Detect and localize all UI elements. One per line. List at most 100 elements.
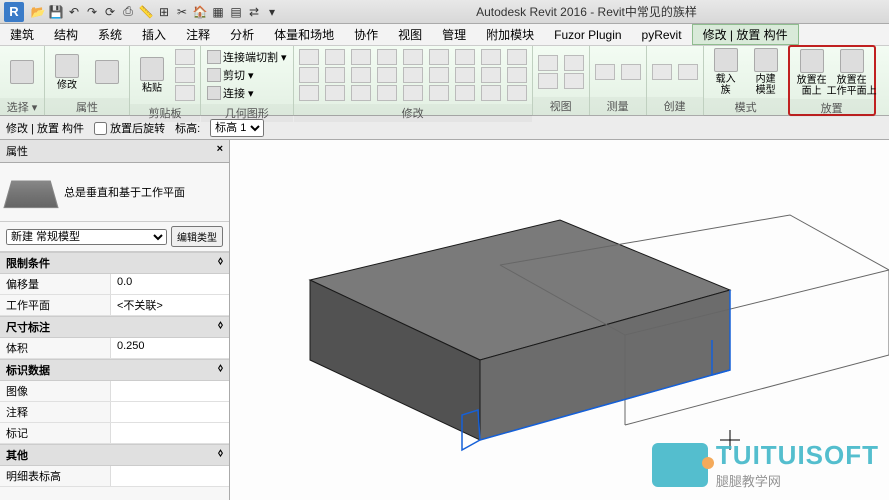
ribbon-small-7-0-0[interactable] — [652, 64, 672, 80]
ribbon-small-4-7-2[interactable] — [481, 85, 501, 101]
qat-close-icon[interactable]: ▾ — [264, 4, 280, 20]
ribbon-small-7-1-0[interactable] — [678, 64, 698, 80]
qat-sync-icon[interactable]: ⟳ — [102, 4, 118, 20]
type-selector[interactable]: 新建 常规模型 — [6, 229, 167, 245]
prop-value[interactable] — [110, 423, 229, 443]
ribbon-btn-inplace[interactable]: 内建 模型 — [748, 48, 784, 96]
prop-section-2[interactable]: 标识数据⬨ — [0, 359, 229, 381]
prop-section-0[interactable]: 限制条件⬨ — [0, 252, 229, 274]
ribbon-btn-modify[interactable]: 修改 — [49, 48, 85, 96]
ribbon-btn-cursor[interactable] — [4, 48, 40, 96]
ribbon-small-4-7-0[interactable] — [481, 49, 501, 65]
ribbon-small-4-2-0[interactable] — [351, 49, 371, 65]
ribbon-small-4-1-2[interactable] — [325, 85, 345, 101]
qat-switch-icon[interactable]: ⇄ — [246, 4, 262, 20]
ribbon-small-4-7-1[interactable] — [481, 67, 501, 83]
type-preview-row[interactable]: 总是垂直和基于工作平面 — [0, 163, 229, 222]
ribbon-text-btn-0[interactable]: 连接端切割 ▾ — [205, 48, 289, 66]
ribbon-small-4-3-2[interactable] — [377, 85, 397, 101]
ribbon-small-4-1-0[interactable] — [325, 49, 345, 65]
qat-sheet-icon[interactable]: ▤ — [228, 4, 244, 20]
menu-0[interactable]: 建筑 — [0, 24, 44, 45]
watermark: TUITUISOFT 腿腿教学网 — [652, 440, 879, 490]
ribbon-small-6-0-0[interactable] — [595, 64, 615, 80]
rotate-after-place-checkbox[interactable] — [94, 122, 107, 135]
ribbon-small-4-0-2[interactable] — [299, 85, 319, 101]
ribbon-small-4-0-1[interactable] — [299, 67, 319, 83]
ribbon-small-4-4-2[interactable] — [403, 85, 423, 101]
prop-value[interactable]: 0.250 — [110, 338, 229, 358]
menu-8[interactable]: 视图 — [388, 24, 432, 45]
ribbon-small-4-8-0[interactable] — [507, 49, 527, 65]
edit-type-button[interactable]: 编辑类型 — [171, 226, 223, 247]
menu-3[interactable]: 插入 — [132, 24, 176, 45]
ribbon-small-4-8-2[interactable] — [507, 85, 527, 101]
ribbon-small-4-2-2[interactable] — [351, 85, 371, 101]
ribbon-small-4-3-1[interactable] — [377, 67, 397, 83]
menu-2[interactable]: 系统 — [88, 24, 132, 45]
ribbon-btn-on-plane[interactable]: 放置在 工作平面上 — [834, 49, 870, 97]
qat-print-icon[interactable]: ⎙ — [120, 4, 136, 20]
menu-6[interactable]: 体量和场地 — [264, 24, 344, 45]
titlebar: R 📂 💾 ↶ ↷ ⟳ ⎙ 📏 ⊞ ✂ 🏠 ▦ ▤ ⇄ ▾ Autodesk R… — [0, 0, 889, 24]
qat-section-icon[interactable]: ✂ — [174, 4, 190, 20]
app-menu-icon[interactable]: R — [4, 2, 24, 22]
prop-value[interactable]: <不关联> — [110, 295, 229, 315]
ribbon-small-4-8-1[interactable] — [507, 67, 527, 83]
ribbon-btn-load[interactable]: 载入 族 — [708, 48, 744, 96]
menu-11[interactable]: Fuzor Plugin — [544, 24, 631, 45]
drawing-canvas[interactable]: TUITUISOFT 腿腿教学网 — [230, 140, 889, 500]
qat-3d-icon[interactable]: 🏠 — [192, 4, 208, 20]
menu-13[interactable]: 修改 | 放置 构件 — [692, 24, 799, 45]
ribbon-small-4-6-1[interactable] — [455, 67, 475, 83]
ribbon-small-4-6-2[interactable] — [455, 85, 475, 101]
ribbon-small-4-6-0[interactable] — [455, 49, 475, 65]
qat-save-icon[interactable]: 💾 — [48, 4, 64, 20]
qat-view-icon[interactable]: ▦ — [210, 4, 226, 20]
prop-value[interactable] — [110, 381, 229, 401]
qat-open-icon[interactable]: 📂 — [30, 4, 46, 20]
ribbon-small-4-0-0[interactable] — [299, 49, 319, 65]
ribbon-small-2-0[interactable] — [175, 49, 195, 65]
prop-section-1[interactable]: 尺寸标注⬨ — [0, 316, 229, 338]
prop-value[interactable] — [110, 402, 229, 422]
ribbon-small-5-1-0[interactable] — [564, 55, 584, 71]
ribbon-small-6-1-0[interactable] — [621, 64, 641, 80]
ribbon-text-btn-1[interactable]: 剪切 ▾ — [205, 66, 289, 84]
ribbon-small-5-0-0[interactable] — [538, 55, 558, 71]
qat-dim-icon[interactable]: ⊞ — [156, 4, 172, 20]
ribbon-small-5-0-1[interactable] — [538, 73, 558, 89]
menu-4[interactable]: 注释 — [176, 24, 220, 45]
level-select[interactable]: 标高 1 — [210, 119, 264, 137]
ribbon-btn-on-face[interactable]: 放置在 面上 — [794, 49, 830, 97]
ribbon-small-4-2-1[interactable] — [351, 67, 371, 83]
prop-row-1-0: 体积0.250 — [0, 338, 229, 359]
ribbon-small-2-2[interactable] — [175, 85, 195, 101]
ribbon-btn-prop-panel[interactable] — [89, 48, 125, 96]
prop-value[interactable] — [110, 466, 229, 486]
ribbon-small-4-4-1[interactable] — [403, 67, 423, 83]
qat-measure-icon[interactable]: 📏 — [138, 4, 154, 20]
prop-section-3[interactable]: 其他⬨ — [0, 444, 229, 466]
properties-close-icon[interactable]: × — [217, 143, 223, 159]
menu-5[interactable]: 分析 — [220, 24, 264, 45]
prop-value[interactable]: 0.0 — [110, 274, 229, 294]
ribbon-btn-paste[interactable]: 粘贴 — [134, 51, 170, 99]
ribbon-text-btn-2[interactable]: 连接 ▾ — [205, 84, 289, 102]
qat-undo-icon[interactable]: ↶ — [66, 4, 82, 20]
menu-10[interactable]: 附加模块 — [476, 24, 544, 45]
menu-7[interactable]: 协作 — [344, 24, 388, 45]
ribbon-small-4-3-0[interactable] — [377, 49, 397, 65]
ribbon-small-2-1[interactable] — [175, 67, 195, 83]
menu-9[interactable]: 管理 — [432, 24, 476, 45]
ribbon-small-4-5-1[interactable] — [429, 67, 449, 83]
ribbon-small-4-5-2[interactable] — [429, 85, 449, 101]
ribbon-small-4-1-1[interactable] — [325, 67, 345, 83]
ribbon-small-4-5-0[interactable] — [429, 49, 449, 65]
menu-1[interactable]: 结构 — [44, 24, 88, 45]
rotate-after-place-label[interactable]: 放置后旋转 — [94, 120, 165, 136]
menu-12[interactable]: pyRevit — [632, 24, 692, 45]
ribbon-small-4-4-0[interactable] — [403, 49, 423, 65]
qat-redo-icon[interactable]: ↷ — [84, 4, 100, 20]
ribbon-small-5-1-1[interactable] — [564, 73, 584, 89]
